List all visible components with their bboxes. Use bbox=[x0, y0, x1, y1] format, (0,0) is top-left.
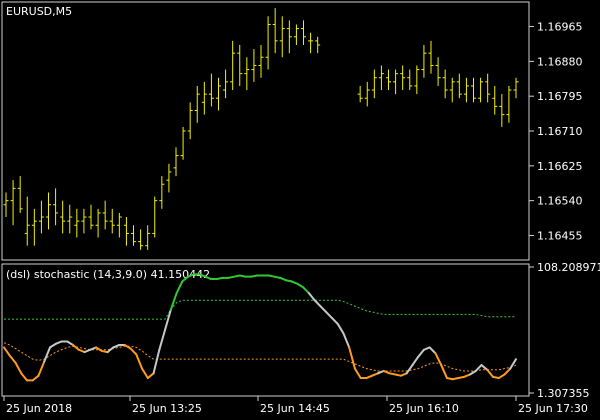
price-bar bbox=[471, 77, 476, 103]
price-bar bbox=[364, 81, 370, 107]
price-bar bbox=[3, 192, 9, 218]
price-bar bbox=[173, 147, 179, 177]
price-bar bbox=[208, 73, 214, 107]
price-bar bbox=[60, 200, 66, 234]
price-bar bbox=[95, 208, 101, 238]
price-bar bbox=[88, 204, 94, 230]
time-tick-label: 25 Jun 2018 bbox=[6, 402, 72, 415]
price-bar bbox=[145, 225, 151, 250]
price-bar bbox=[131, 225, 136, 246]
price-bar bbox=[442, 69, 448, 99]
price-bar bbox=[53, 188, 59, 226]
price-bar bbox=[315, 36, 321, 54]
price-bar bbox=[279, 16, 285, 58]
indicator-lines bbox=[3, 273, 517, 382]
price-bar bbox=[414, 65, 420, 95]
price-bar bbox=[456, 73, 462, 99]
price-tick-label: 1.16540 bbox=[537, 195, 583, 208]
price-bar bbox=[159, 176, 165, 209]
price-bar bbox=[378, 65, 384, 91]
price-bar bbox=[449, 77, 455, 103]
price-bar bbox=[74, 208, 80, 238]
price-bar bbox=[216, 77, 221, 111]
price-bar bbox=[435, 57, 441, 86]
price-bar bbox=[109, 208, 115, 234]
price-bar bbox=[223, 69, 229, 99]
indicator-tick-label: 1.307355 bbox=[537, 387, 590, 400]
price-bar bbox=[499, 94, 505, 127]
price-bar bbox=[46, 192, 51, 230]
price-bar bbox=[67, 204, 73, 234]
price-bar bbox=[116, 212, 122, 238]
price-bar bbox=[506, 85, 512, 123]
price-bar bbox=[230, 40, 236, 91]
time-tick-label: 25 Jun 17:30 bbox=[518, 402, 588, 415]
price-bar bbox=[400, 65, 406, 91]
price-bar bbox=[513, 77, 519, 99]
indicator-axis: 108.208971 1.307355 bbox=[529, 261, 600, 400]
price-bar bbox=[265, 16, 271, 70]
indicator-tick-label: 108.208971 bbox=[537, 261, 600, 274]
price-tick-label: 1.16455 bbox=[537, 229, 583, 242]
price-bar bbox=[386, 69, 391, 91]
price-bar bbox=[10, 180, 16, 226]
price-bar bbox=[421, 44, 427, 78]
price-bar bbox=[407, 69, 413, 91]
price-bar bbox=[492, 85, 498, 115]
indicator-label: (dsl) stochastic (14,3,9.0) 41.150442 bbox=[6, 268, 210, 281]
price-bar bbox=[393, 69, 399, 95]
price-bar bbox=[293, 24, 299, 45]
time-tick-label: 25 Jun 13:25 bbox=[132, 402, 202, 415]
time-tick-label: 25 Jun 16:10 bbox=[389, 402, 459, 415]
price-bar bbox=[308, 32, 314, 54]
price-bar bbox=[485, 73, 491, 103]
price-bar bbox=[357, 85, 363, 103]
price-tick-label: 1.16710 bbox=[537, 125, 583, 138]
indicator-pane-frame[interactable] bbox=[1, 263, 530, 397]
stochastic-main-line bbox=[3, 273, 517, 382]
price-bar bbox=[478, 77, 484, 103]
price-bar bbox=[138, 229, 144, 250]
price-bar bbox=[258, 44, 264, 78]
price-bar bbox=[244, 57, 250, 91]
price-bar bbox=[286, 20, 292, 54]
price-bar bbox=[201, 81, 207, 115]
price-bar bbox=[272, 8, 278, 54]
level-line bbox=[4, 299, 516, 320]
price-bar bbox=[187, 102, 193, 140]
price-bar bbox=[301, 20, 306, 45]
price-bar bbox=[152, 196, 158, 238]
price-bar bbox=[237, 44, 243, 86]
price-tick-label: 1.16880 bbox=[537, 55, 583, 68]
price-bar bbox=[180, 126, 186, 160]
time-axis: 25 Jun 2018 25 Jun 13:25 25 Jun 14:45 25 Ju… bbox=[3, 396, 588, 415]
price-tick-label: 1.16795 bbox=[537, 90, 583, 103]
price-bar bbox=[24, 196, 30, 246]
price-bars bbox=[3, 8, 519, 250]
price-bar bbox=[31, 208, 37, 246]
symbol-label: EURUSD,M5 bbox=[6, 5, 72, 18]
price-bar bbox=[38, 200, 44, 234]
price-tick-label: 1.16965 bbox=[537, 21, 583, 34]
price-bar bbox=[194, 85, 200, 123]
price-bar bbox=[251, 49, 257, 82]
price-bar bbox=[123, 217, 129, 246]
price-bar bbox=[17, 176, 23, 213]
price-bar bbox=[81, 208, 87, 234]
price-bar bbox=[428, 40, 434, 74]
price-bar bbox=[371, 69, 377, 99]
price-bar bbox=[166, 163, 172, 193]
price-bar bbox=[463, 77, 469, 103]
price-bar bbox=[102, 200, 108, 230]
price-axis: 1.16965 1.16880 1.16795 1.16710 1.16625 1.165… bbox=[529, 21, 583, 242]
time-tick-label: 25 Jun 14:45 bbox=[260, 402, 330, 415]
price-tick-label: 1.16625 bbox=[537, 160, 583, 173]
